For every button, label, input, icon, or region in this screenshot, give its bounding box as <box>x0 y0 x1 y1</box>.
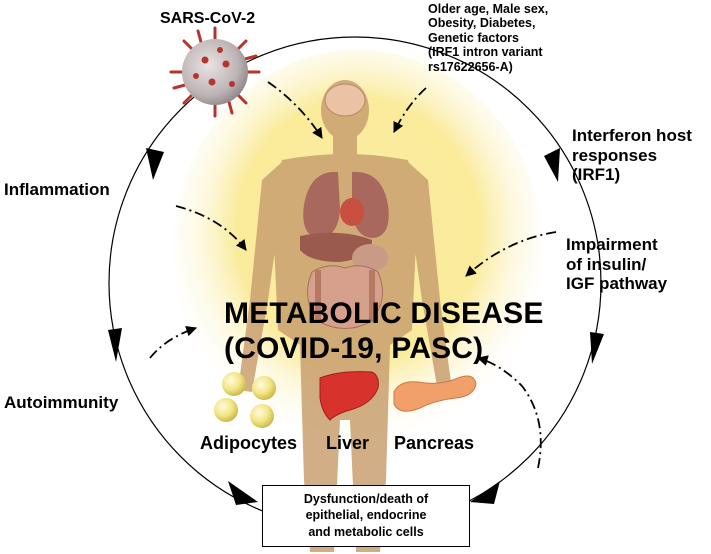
arrowhead-bottom-left <box>228 481 258 505</box>
right-arm <box>408 162 452 392</box>
arrow-risk-to-body <box>393 87 427 133</box>
influence-arrows <box>149 81 557 469</box>
arrowhead-right-upper <box>544 148 560 182</box>
arrow-virus-to-body <box>267 81 323 139</box>
neck <box>333 135 357 157</box>
pancreas-label: Pancreas <box>394 433 475 453</box>
metabolic-disease-title: METABOLIC DISEASE (COVID-19, PASC) <box>224 297 544 366</box>
left-arm <box>238 162 282 392</box>
arrow-outcome-to-disease <box>476 355 542 469</box>
lung-left <box>303 171 340 238</box>
pancreas-icon <box>393 375 477 412</box>
virus-label: SARS-CoV-2 <box>160 10 256 27</box>
cycle-arrowheads <box>108 148 604 505</box>
brain-organ <box>324 83 366 117</box>
arrowhead-left-middle <box>108 328 122 362</box>
arrow-inflammation-to-body <box>175 205 247 251</box>
insulin-label: Impairment of insulin/ IGF pathway <box>566 235 668 294</box>
organs <box>300 83 389 329</box>
arrowhead-bottom-right <box>470 481 500 504</box>
liver-label: Liver <box>326 433 370 453</box>
lung-right <box>352 171 389 238</box>
autoimmunity-label: Autoimmunity <box>4 393 119 412</box>
arrowhead-left-upper <box>146 148 164 180</box>
inflammation-label: Inflammation <box>4 180 110 199</box>
outcome-box: Dysfunction/death of epithelial, endocri… <box>262 485 470 547</box>
virus-icon <box>169 26 261 118</box>
stomach-organ <box>352 244 388 272</box>
colon <box>315 270 375 322</box>
adipocytes-label: Adipocytes <box>200 433 298 453</box>
risk-factors-label: Older age, Male sex, Obesity, Diabetes, … <box>428 2 549 74</box>
adipocytes-icon <box>214 372 276 428</box>
heart-organ <box>340 198 364 226</box>
arrow-insulin-to-body <box>465 231 557 277</box>
liver-icon <box>319 371 379 421</box>
arrow-autoimmunity-to-disease <box>149 325 198 359</box>
interferon-label: Interferon host responses (IRF1) <box>572 126 692 185</box>
arrowhead-right-middle <box>590 332 604 364</box>
